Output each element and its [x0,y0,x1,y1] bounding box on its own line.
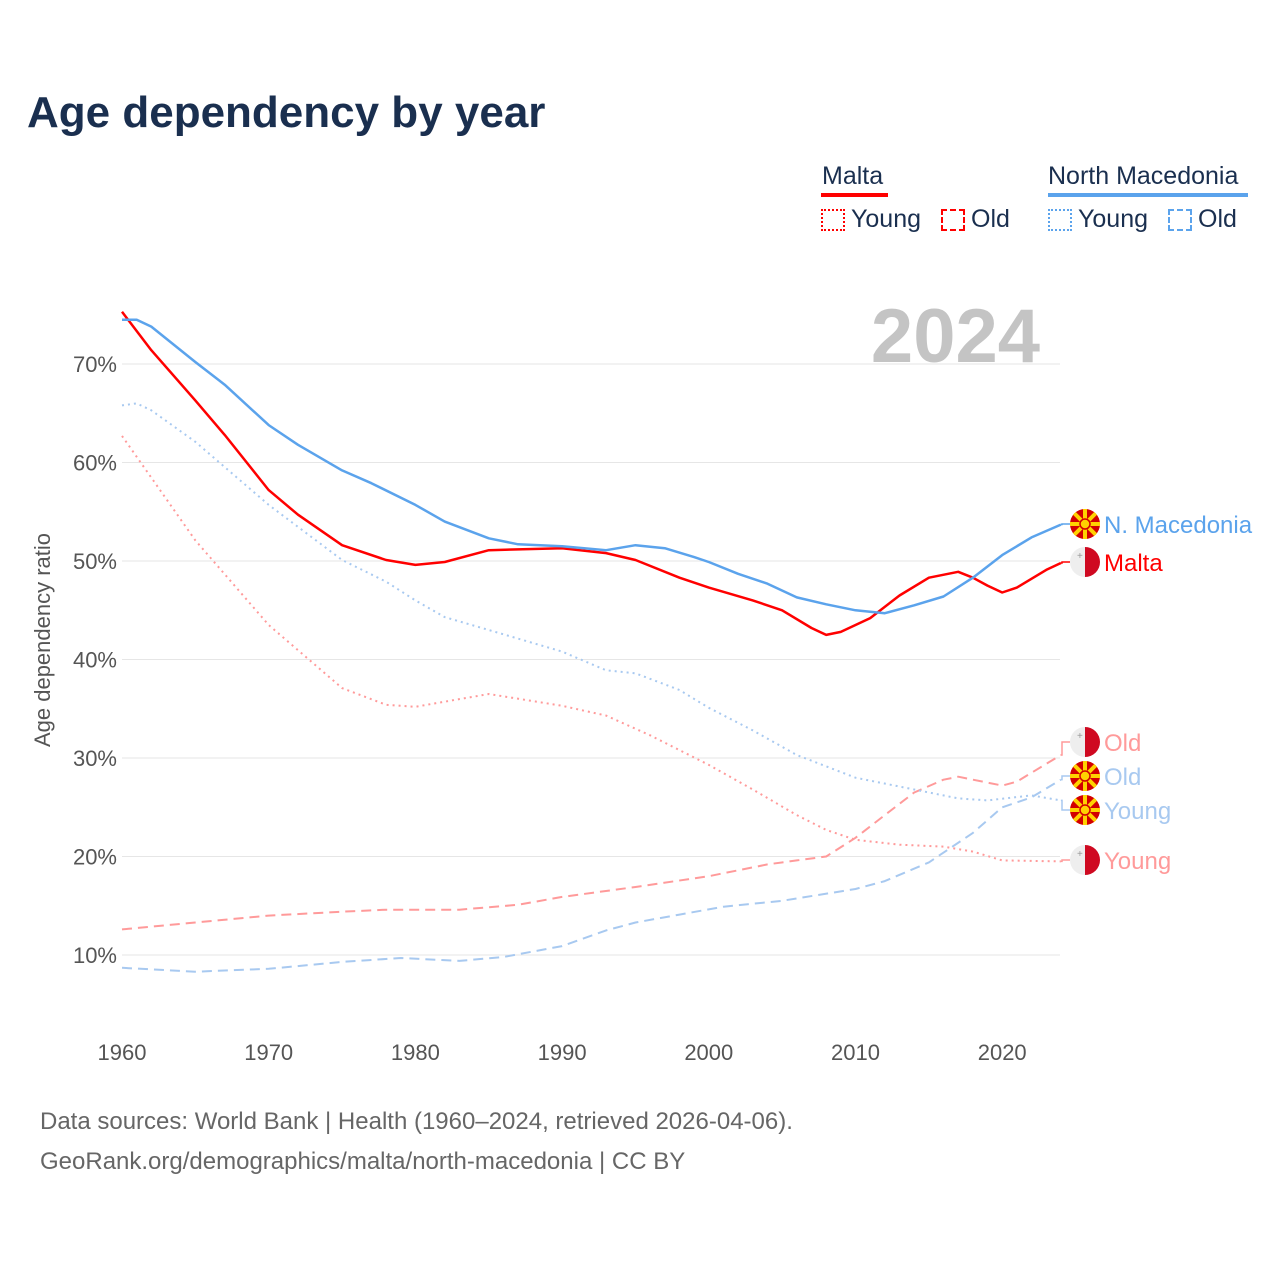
legend-nmk-swatch [1048,193,1248,197]
x-tick-label: 2000 [684,1040,733,1065]
leader-line [1060,859,1070,863]
legend-malta: Malta [822,162,884,190]
end-label: + Old [1060,727,1141,757]
legend-label: Young [1078,205,1148,233]
end-label: Young [1060,795,1171,825]
end-label: Old [1060,761,1141,791]
series-line-malta-old [121,754,1062,931]
y-tick-label: 20% [73,845,117,870]
dotted-swatch-icon [821,208,845,231]
end-label-text: Old [1104,764,1141,791]
legend-malta-swatch [821,193,888,197]
series-line-north-macedonia-old [121,778,1062,973]
end-label: + Malta [1060,547,1163,577]
nmk-sun [1079,770,1091,782]
legend-north-macedonia: North Macedonia [1048,162,1239,190]
leader-line [1060,561,1070,564]
nmk-sun [1079,518,1091,530]
source-line-1: Data sources: World Bank | Health (1960–… [40,1108,793,1135]
nmk-sun [1079,804,1091,816]
y-tick-label: 40% [73,648,117,673]
end-label: + Young [1060,845,1171,875]
series-line-north-macedonia [122,318,1062,615]
y-tick-label: 10% [73,943,117,968]
x-tick-label: 2010 [831,1040,880,1065]
legend-nmk-old[interactable]: Old [1168,205,1237,234]
x-tick-label: 1960 [98,1040,147,1065]
dotted-swatch-icon [1048,208,1072,231]
malta-cross: + [1077,849,1083,860]
end-label-text: Malta [1104,550,1163,577]
leader-line [1060,799,1070,811]
dashed-swatch-icon [941,208,965,231]
x-tick-label: 2020 [978,1040,1027,1065]
end-label-text: N. Macedonia [1104,512,1253,539]
y-tick-label: 30% [73,746,117,771]
legend-label: Young [851,205,921,233]
leader-line [1060,775,1070,781]
end-label-text: Old [1104,730,1141,757]
malta-cross: + [1077,551,1083,562]
leader-line [1060,741,1070,756]
legend-malta-young[interactable]: Young [821,205,921,234]
chart-title: Age dependency by year [27,88,546,137]
legend-label: Old [971,205,1010,233]
end-label: N. Macedonia [1060,509,1253,539]
legend-nmk-young[interactable]: Young [1048,205,1148,234]
legend-label: Old [1198,205,1237,233]
x-tick-label: 1980 [391,1040,440,1065]
malta-flag-red [1085,727,1100,757]
end-label-text: Young [1104,798,1171,825]
source-line-2[interactable]: GeoRank.org/demographics/malta/north-mac… [40,1148,686,1175]
malta-flag-red [1085,845,1100,875]
malta-flag-red [1085,547,1100,577]
x-tick-label: 1990 [538,1040,587,1065]
dashed-swatch-icon [1168,208,1192,231]
malta-cross: + [1077,731,1083,742]
leader-line [1060,523,1070,526]
end-label-text: Young [1104,848,1171,875]
y-axis-label: Age dependency ratio [30,533,55,747]
year-watermark: 2024 [871,294,1040,379]
y-tick-label: 60% [73,451,117,476]
y-tick-label: 70% [73,352,117,377]
series-line-malta-young [121,435,1061,863]
x-tick-label: 1970 [244,1040,293,1065]
y-tick-label: 50% [73,549,117,574]
legend-malta-old[interactable]: Old [941,205,1010,234]
